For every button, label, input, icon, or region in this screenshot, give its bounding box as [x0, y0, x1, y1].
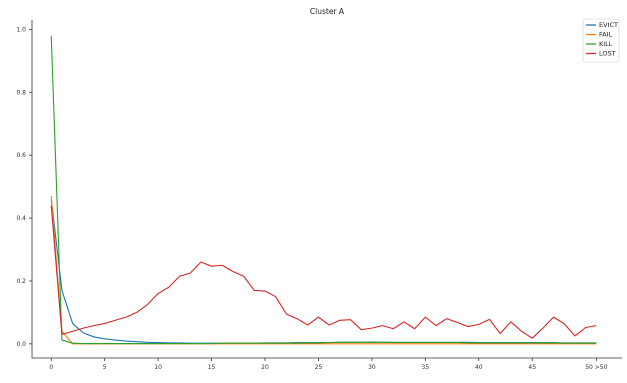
- chart-title: Cluster A: [310, 7, 345, 16]
- x-tick-label: 35: [422, 364, 430, 371]
- y-tick-label: 0.8: [16, 89, 26, 96]
- legend-label-lost: LOST: [599, 50, 616, 58]
- legend-label-evict: EVICT: [599, 21, 618, 29]
- y-tick-label: 1.0: [16, 26, 26, 33]
- y-tick-label: 0.4: [16, 215, 26, 222]
- x-tick-label: 25: [315, 364, 323, 371]
- y-tick-label: 0.0: [16, 341, 26, 348]
- series-line-lost: [50, 205, 597, 339]
- x-tick-label: 15: [208, 364, 216, 371]
- x-tick-label: 45: [528, 364, 536, 371]
- x-tick-label: 0: [49, 364, 53, 371]
- y-tick-label: 0.6: [16, 152, 26, 159]
- x-tick-label: 50 >50: [585, 364, 607, 371]
- axes: 0.0 0.2 0.4 0.6 0.8 1.0 0 5 10 15 20 25 30 35 40 45 50 >…: [16, 20, 622, 371]
- x-tick-label: 5: [103, 364, 107, 371]
- legend-label-kill: KILL: [599, 40, 613, 48]
- x-tick-label: 30: [368, 364, 376, 371]
- legend-label-fail: FAIL: [599, 31, 613, 39]
- y-tick-label: 0.2: [16, 278, 26, 285]
- x-tick-label: 10: [154, 364, 162, 371]
- series-lines: [50, 35, 597, 345]
- x-tick-label: 40: [475, 364, 483, 371]
- x-tick-label: 20: [261, 364, 269, 371]
- legend-box: [582, 18, 620, 63]
- series-line-kill: [50, 35, 597, 345]
